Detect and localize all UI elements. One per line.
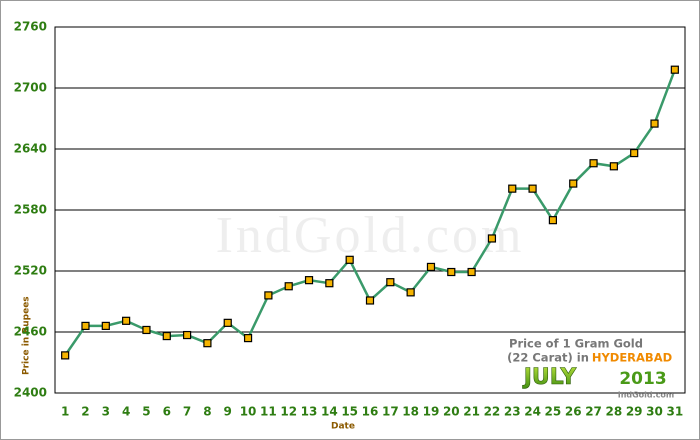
x-tick-label: 14 — [321, 405, 338, 419]
x-tick-label: 26 — [565, 405, 582, 419]
marker — [650, 119, 659, 128]
marker — [162, 331, 171, 341]
y-tick-label: 2520 — [14, 264, 47, 278]
marker — [406, 288, 415, 297]
y-tick-label: 2460 — [14, 325, 47, 339]
x-tick-label: 21 — [463, 405, 480, 419]
subtitle: (22 Carat) in — [507, 351, 589, 365]
title: Price of 1 Gram Gold — [509, 337, 643, 351]
x-tick-label: 27 — [585, 405, 602, 419]
x-tick-label: 3 — [102, 405, 110, 419]
y-tick-label: 2700 — [14, 81, 47, 95]
x-tick-label: 17 — [382, 405, 399, 419]
marker — [264, 291, 273, 300]
marker — [630, 148, 639, 158]
marker — [426, 262, 436, 272]
marker — [325, 279, 334, 288]
marker — [670, 65, 679, 74]
marker — [101, 321, 110, 330]
marker — [365, 296, 375, 305]
x-tick-label: 2 — [81, 405, 89, 419]
x-tick-label: 20 — [443, 405, 460, 419]
y-tick-label: 2640 — [14, 142, 47, 156]
x-tick-label: 9 — [224, 405, 232, 419]
x-tick-label: 24 — [524, 405, 541, 419]
marker — [223, 318, 232, 327]
marker — [508, 184, 517, 193]
x-tick-label: 5 — [142, 405, 150, 419]
marker — [386, 278, 395, 287]
x-axis-label: Date — [331, 422, 355, 432]
marker — [182, 330, 192, 340]
marker — [284, 282, 293, 291]
x-tick-label: 23 — [504, 405, 521, 419]
x-tick-label: 28 — [606, 405, 623, 419]
x-tick-label: 31 — [666, 405, 683, 419]
marker — [61, 351, 70, 360]
x-tick-label: 13 — [301, 405, 318, 419]
x-tick-label: 29 — [626, 405, 643, 419]
x-tick-label: 16 — [362, 405, 379, 419]
watermark: IndGold.com — [216, 207, 525, 264]
x-tick-label: 30 — [646, 405, 663, 419]
x-tick-label: 4 — [122, 405, 130, 419]
x-tick-label: 11 — [260, 405, 277, 419]
marker — [589, 159, 598, 168]
marker — [609, 162, 618, 171]
marker — [304, 276, 314, 285]
location: HYDERABAD — [592, 351, 672, 365]
marker — [81, 321, 90, 330]
y-tick-label: 2580 — [14, 203, 47, 217]
marker — [142, 325, 151, 335]
marker — [528, 184, 537, 193]
marker — [548, 216, 558, 225]
marker — [345, 255, 354, 264]
y-tick-label: 2400 — [14, 386, 47, 400]
x-tick-label: 22 — [484, 405, 501, 419]
y-axis-label: Price in Rupees — [22, 296, 32, 375]
x-tick-label: 7 — [183, 405, 191, 419]
marker — [203, 339, 212, 348]
marker — [243, 334, 253, 343]
x-tick-label: 1 — [61, 405, 69, 419]
month: JULY — [522, 365, 578, 390]
info-box: Price of 1 Gram Gold (22 Carat) in HYDER… — [507, 337, 674, 400]
x-tick-label: 10 — [240, 405, 257, 419]
y-tick-label: 2760 — [14, 20, 47, 34]
x-tick-label: 25 — [545, 405, 562, 419]
marker — [122, 316, 131, 325]
marker — [569, 179, 578, 188]
marker — [487, 234, 497, 243]
x-tick-label: 8 — [203, 405, 211, 419]
x-tick-label: 19 — [423, 405, 440, 419]
x-tick-label: 12 — [280, 405, 297, 419]
marker — [447, 267, 456, 277]
year: 2013 — [619, 369, 666, 389]
x-tick-label: 6 — [163, 405, 171, 419]
x-tick-label: 15 — [341, 405, 358, 419]
x-tick-label: 18 — [402, 405, 419, 419]
marker — [467, 267, 476, 277]
source: IndGold.com — [618, 391, 675, 400]
